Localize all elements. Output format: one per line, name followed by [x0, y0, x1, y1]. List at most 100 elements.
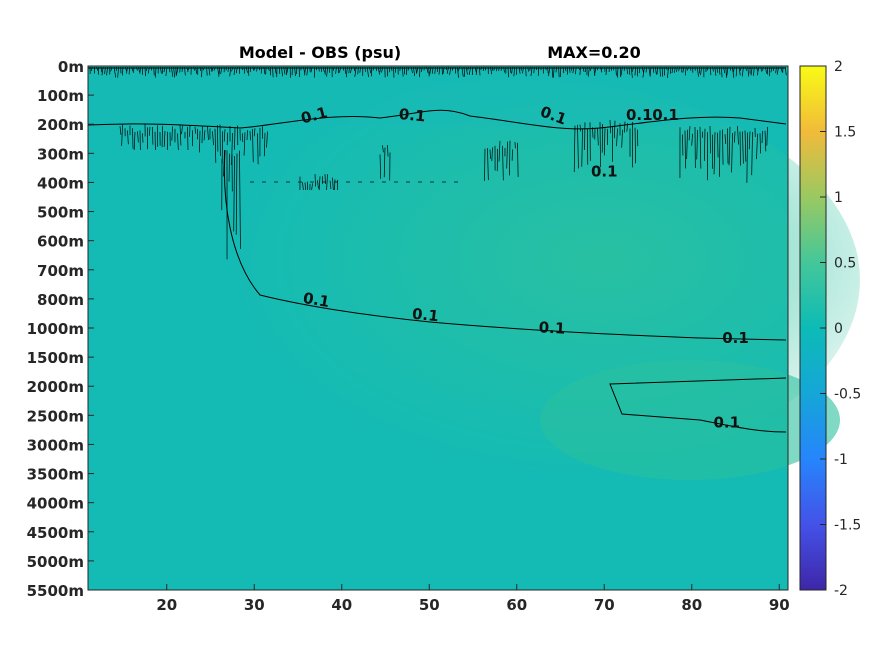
noise-stroke [131, 66, 133, 72]
noise-stroke [661, 66, 664, 77]
noise-stroke [366, 66, 369, 78]
noise-stroke [187, 126, 189, 151]
noise-stroke [223, 129, 226, 142]
noise-stroke [493, 66, 496, 71]
noise-stroke [687, 66, 689, 71]
y-tick-label: 800m [37, 291, 84, 309]
noise-stroke [231, 133, 233, 166]
noise-stroke [487, 148, 489, 180]
y-tick-label: 1000m [27, 320, 84, 338]
noise-stroke [252, 128, 254, 163]
noise-stroke [91, 66, 93, 71]
y-tick-label: 100m [37, 87, 84, 105]
noise-stroke [641, 66, 644, 73]
noise-stroke [442, 66, 445, 74]
noise-stroke [155, 66, 157, 78]
noise-stroke [674, 66, 676, 73]
noise-stroke [573, 125, 576, 173]
noise-stroke [780, 66, 783, 72]
noise-stroke [726, 66, 729, 78]
noise-stroke [329, 180, 332, 190]
noise-stroke [227, 66, 229, 72]
noise-stroke [577, 124, 579, 169]
noise-stroke [522, 66, 524, 74]
noise-stroke [243, 132, 246, 156]
noise-stroke [775, 66, 777, 74]
noise-stroke [475, 66, 478, 75]
noise-stroke [199, 66, 202, 72]
noise-stroke [482, 66, 485, 72]
noise-stroke [179, 124, 182, 146]
noise-stroke [147, 66, 150, 74]
noise-stroke [426, 66, 429, 73]
noise-stroke [311, 183, 313, 191]
noise-stroke [223, 150, 225, 177]
noise-stroke [603, 128, 606, 156]
noise-stroke [678, 66, 680, 72]
noise-stroke [203, 130, 206, 141]
y-tick-label: 3000m [27, 436, 84, 454]
noise-stroke [235, 66, 238, 74]
noise-stroke [498, 140, 501, 162]
noise-stroke [592, 127, 594, 138]
y-tick-label: 3500m [27, 466, 84, 484]
noise-stroke [723, 66, 726, 74]
noise-stroke [744, 130, 747, 162]
noise-stroke [587, 66, 590, 77]
noise-stroke [421, 66, 423, 73]
noise-stroke [748, 131, 751, 150]
noise-stroke [206, 66, 208, 76]
noise-stroke [649, 66, 652, 77]
noise-stroke [124, 66, 127, 72]
heatmap-field [88, 66, 860, 590]
noise-stroke [253, 66, 256, 71]
noise-stroke [652, 66, 655, 73]
noise-stroke [117, 66, 119, 78]
noise-stroke [212, 131, 214, 146]
noise-stroke [756, 133, 758, 160]
noise-stroke [594, 66, 597, 76]
contour-label: 0.1 [722, 329, 749, 347]
noise-stroke [133, 131, 136, 151]
noise-stroke [732, 66, 735, 78]
noise-stroke [596, 66, 599, 71]
noise-stroke [304, 182, 306, 191]
noise-stroke [357, 66, 359, 75]
noise-stroke [106, 66, 108, 76]
noise-stroke [119, 126, 122, 135]
noise-stroke [121, 124, 123, 146]
noise-stroke [770, 66, 773, 73]
noise-stroke [530, 66, 533, 77]
noise-stroke [100, 66, 103, 73]
noise-stroke [104, 66, 106, 75]
noise-stroke [263, 132, 266, 157]
y-tick-label: 5500m [27, 582, 84, 600]
noise-stroke [163, 66, 166, 73]
contour-label: 0.1 [398, 105, 426, 125]
colorbar-tick-label: -1 [834, 452, 848, 468]
noise-stroke [256, 66, 258, 72]
noise-stroke [281, 66, 283, 77]
x-tick-label: 60 [506, 596, 527, 614]
noise-stroke [214, 128, 217, 163]
noise-stroke [139, 66, 141, 74]
colorbar-tick-label: 1.5 [834, 125, 856, 141]
noise-stroke [332, 177, 334, 191]
y-tick-label: 5000m [27, 553, 84, 571]
noise-stroke [413, 66, 416, 77]
noise-stroke [263, 66, 266, 75]
noise-stroke [137, 131, 139, 143]
noise-stroke [186, 66, 189, 73]
noise-stroke [551, 66, 554, 78]
contour-label: 0.1 [713, 413, 740, 431]
noise-stroke [659, 66, 661, 77]
noise-stroke [731, 132, 733, 173]
noise-stroke [762, 66, 764, 72]
x-tick-label: 20 [156, 596, 177, 614]
colorbar-tick-label: 2 [834, 59, 843, 75]
noise-stroke [267, 66, 270, 72]
noise-stroke [718, 66, 721, 75]
y-tick-label: 0m [58, 58, 84, 76]
noise-stroke [626, 66, 628, 75]
noise-stroke [181, 125, 183, 135]
